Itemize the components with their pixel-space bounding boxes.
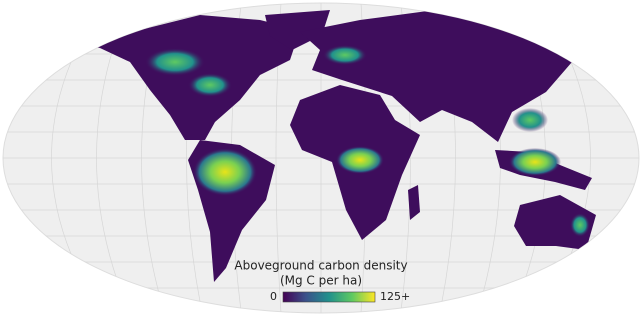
map: Aboveground carbon density (Mg C per ha)… (0, 0, 642, 318)
scale-label: 0 (270, 290, 277, 303)
color-bar (283, 292, 375, 302)
legend-title: Aboveground carbon density (234, 259, 407, 273)
legend-unit: (Mg C per ha) (280, 274, 362, 288)
scale-label: 125+ (380, 290, 410, 303)
